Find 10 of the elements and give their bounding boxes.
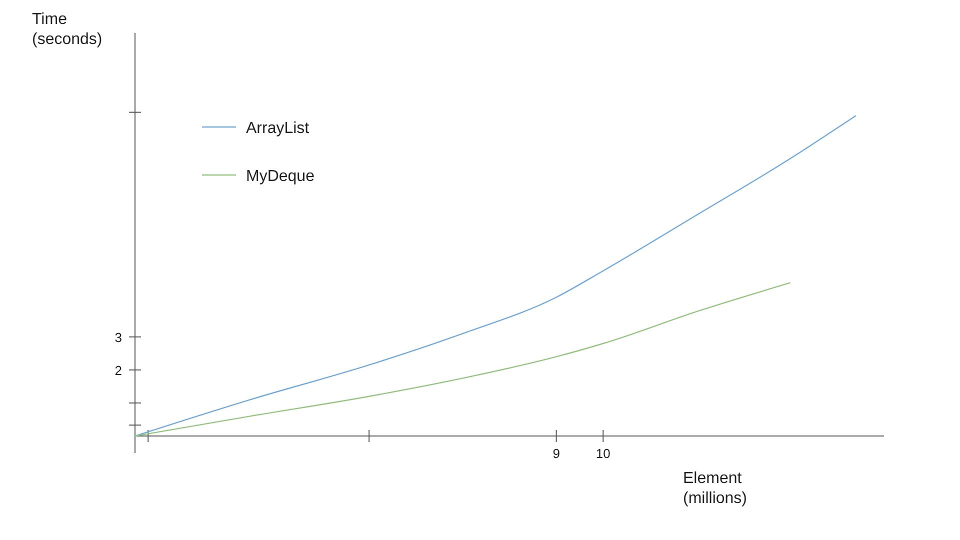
y-tick-label: 2 xyxy=(114,362,122,378)
x-tick-label: 10 xyxy=(596,446,610,461)
x-axis-title: Element (millions) xyxy=(683,470,747,507)
line-series xyxy=(134,114,857,437)
x-tick-label: 9 xyxy=(552,446,560,461)
legend-label: MyDeque xyxy=(246,168,315,185)
line-series xyxy=(134,282,791,437)
legend-label: ArrayList xyxy=(246,120,310,137)
y-axis-title: Time (seconds) xyxy=(32,11,102,48)
y-tick-label: 3 xyxy=(114,330,122,345)
